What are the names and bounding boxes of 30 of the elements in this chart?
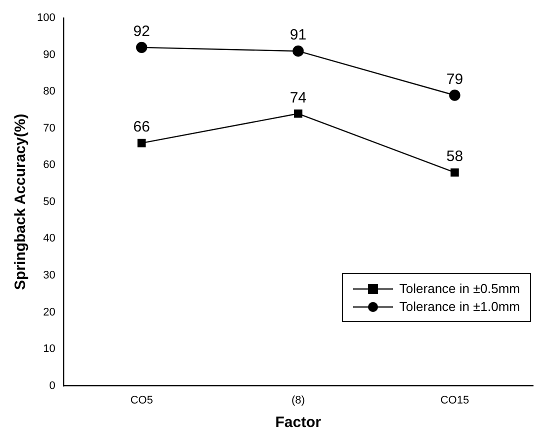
y-tick-label: 90	[43, 48, 56, 61]
point	[294, 109, 302, 118]
legend-label: Tolerance in ±1.0mm	[399, 299, 520, 314]
data-label: 92	[133, 23, 150, 40]
data-label: 91	[290, 26, 307, 44]
y-tick-label: 100	[36, 12, 56, 24]
point	[137, 138, 146, 148]
data-label: 74	[290, 89, 307, 106]
y-axis-title: Springback Accuracy(%)	[12, 114, 30, 290]
y-tick-label: 30	[43, 269, 56, 282]
x-tick-label: CO15	[440, 394, 470, 406]
point	[450, 168, 459, 177]
data-label: 79	[446, 70, 464, 88]
y-tick-label: 10	[43, 343, 56, 356]
y-tick-label: 20	[43, 306, 56, 318]
y-tick-label: 80	[43, 86, 56, 98]
point	[292, 46, 304, 57]
x-tick-label: (8)	[291, 394, 305, 406]
data-label: 58	[446, 148, 464, 166]
x-axis-title: Factor	[275, 414, 322, 432]
x-tick-label: CO5	[130, 394, 153, 406]
y-tick-label: 0	[49, 380, 56, 392]
y-tick-label: 50	[43, 196, 56, 208]
point	[136, 42, 148, 54]
y-tick-label: 70	[43, 122, 56, 134]
legend-label: Tolerance in ±0.5mm	[399, 281, 520, 296]
point	[449, 90, 460, 101]
y-tick-label: 60	[43, 159, 56, 172]
data-label: 66	[133, 118, 150, 136]
y-tick-label: 40	[43, 232, 56, 245]
